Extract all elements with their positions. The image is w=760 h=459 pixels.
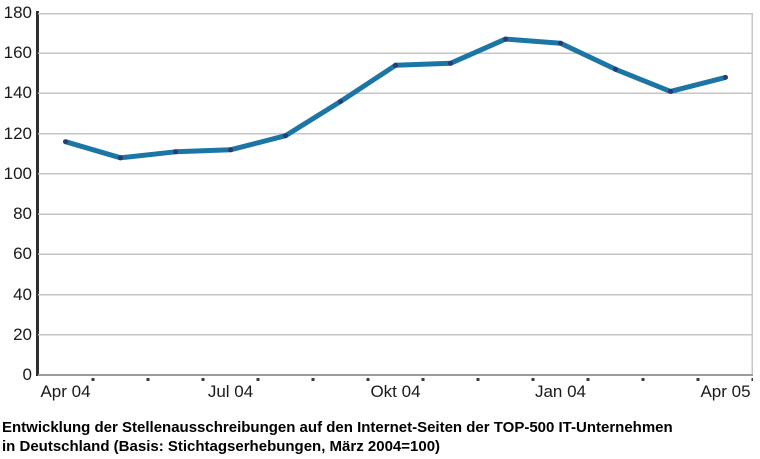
y-axis-tick-label: 0 <box>22 365 32 384</box>
chart-plot-area <box>38 13 753 381</box>
data-point-marker <box>503 36 508 42</box>
x-axis-tick-label: Jan 04 <box>534 382 587 401</box>
x-axis-tick <box>146 378 150 381</box>
x-axis-tick-label: Apr 04 <box>40 382 91 401</box>
x-axis-tick-label: Okt 04 <box>370 382 421 401</box>
y-axis-tick-label: 120 <box>3 123 32 143</box>
y-axis-tick-label: 160 <box>3 43 32 63</box>
y-axis-tick-label: 100 <box>3 163 32 183</box>
data-point-marker <box>63 139 68 145</box>
x-axis-tick <box>256 378 260 381</box>
y-axis-tick-label: 40 <box>13 284 32 304</box>
data-point-marker <box>393 62 398 68</box>
data-point-marker <box>723 74 728 80</box>
x-axis-tick <box>696 378 700 381</box>
x-axis-tick <box>476 378 480 381</box>
data-point-marker <box>173 149 178 155</box>
x-axis-tick <box>751 378 753 381</box>
data-point-marker <box>558 40 563 46</box>
y-axis-tick-label: 20 <box>13 324 32 344</box>
x-axis-tick <box>586 378 590 381</box>
line-chart: 0 20 40 60 80 100 120 140 160 180 Apr 04 Jul 04 Okt… <box>3 3 753 401</box>
y-axis-tick-label: 80 <box>13 204 32 224</box>
y-axis-line <box>36 11 39 376</box>
data-point-marker <box>338 99 343 104</box>
caption-line-1: Entwicklung der Stellenausschreibungen a… <box>2 419 673 436</box>
data-line <box>64 36 727 161</box>
data-point-marker <box>668 88 673 94</box>
x-axis-tick <box>641 378 645 381</box>
x-axis-tick <box>91 378 95 381</box>
x-axis-line <box>38 374 753 376</box>
y-axis-tick-label: 60 <box>13 244 32 264</box>
data-point-marker <box>613 66 618 72</box>
x-axis-tick <box>311 378 315 381</box>
x-axis-tick-label: Jul 04 <box>207 382 254 401</box>
x-axis-tick <box>201 378 205 381</box>
x-axis-tick <box>421 378 425 381</box>
y-axis-tick-label: 140 <box>3 83 32 103</box>
data-point-marker <box>448 60 453 66</box>
chart-caption: Entwicklung der Stellenausschreibungen a… <box>2 418 758 456</box>
y-axis-tick-label: 180 <box>3 3 32 22</box>
x-axis-tick-label: Apr 05 <box>700 382 751 401</box>
data-point-marker <box>283 133 288 139</box>
caption-line-2: in Deutschland (Basis: Stichtagserhebung… <box>2 438 441 455</box>
x-axis-tick <box>366 378 370 381</box>
data-point-marker <box>228 147 233 153</box>
data-point-marker <box>118 155 123 161</box>
x-axis-tick <box>531 378 535 381</box>
